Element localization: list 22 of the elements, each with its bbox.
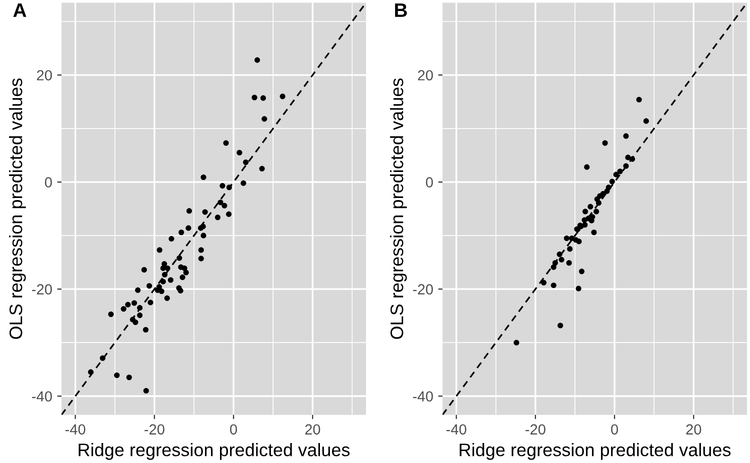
y-tick-label: 20 [36,70,52,80]
x-axis-title: Ridge regression predicted values [460,443,731,460]
x-tick-label: 0 [611,424,618,435]
x-tick-label: -20 [144,424,164,435]
x-axis-title: Ridge regression predicted values [78,443,350,460]
x-tick-label: 20 [305,424,320,435]
y-tick-label: -40 [413,391,433,402]
y-tick-label: 0 [426,177,433,188]
x-tick-label: 0 [230,424,238,435]
x-tick-label: -20 [526,424,546,435]
x-tick-label: 20 [686,424,702,435]
y-axis-title: OLS regression predicted values [9,78,26,339]
chart-title: A [13,3,26,17]
chart-title: B [395,3,407,17]
y-tick-label: 20 [418,70,433,80]
x-tick-label: -40 [65,424,86,435]
y-tick-label: -40 [32,391,52,402]
y-axis-title: OLS regression predicted values [390,78,407,339]
x-tick-label: -40 [446,424,466,435]
y-tick-label: -20 [32,284,52,295]
y-tick-label: 0 [44,177,52,188]
y-tick-label: -20 [413,284,433,295]
